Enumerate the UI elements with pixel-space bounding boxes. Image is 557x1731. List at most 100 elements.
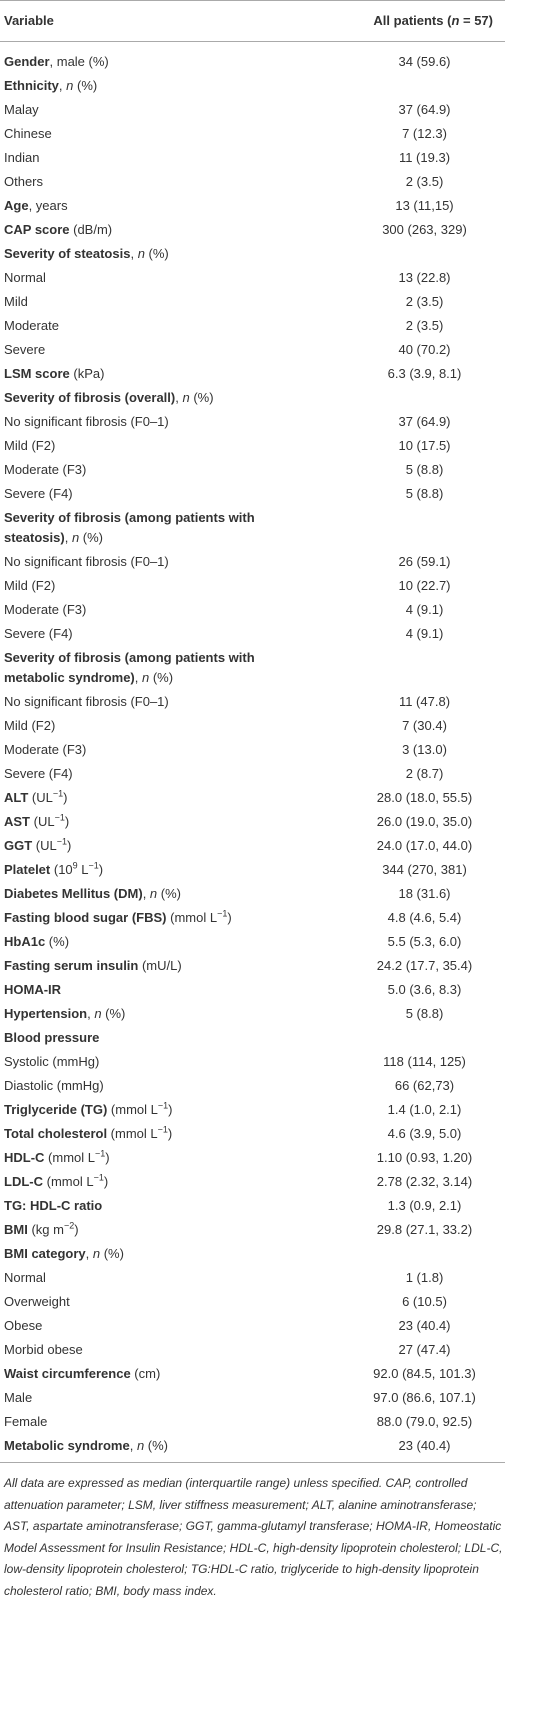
value-cell: 24.0 (17.0, 44.0) — [308, 834, 505, 858]
table-row: Overweight 6 (10.5) — [0, 1290, 505, 1314]
value-cell: 5.5 (5.3, 6.0) — [308, 930, 505, 954]
text-run: −1 — [157, 1100, 169, 1111]
text-run: (UL — [28, 790, 53, 805]
table-row: Waist circumference (cm) 92.0 (84.5, 101.… — [0, 1362, 505, 1386]
label-cell: No significant fibrosis (F0–1) — [0, 410, 308, 434]
table-row: Indian 11 (19.3) — [0, 146, 505, 170]
table-row: ALT (UL−1) 28.0 (18.0, 55.5) — [0, 786, 505, 810]
text-run: HDL-C — [4, 1150, 45, 1165]
table-body: Gender, male (%) 34 (59.6) Ethnicity, n (%… — [0, 42, 505, 1463]
text-run: GGT — [4, 838, 33, 853]
value-cell: 2 (3.5) — [308, 170, 505, 194]
text-run: LSM score — [4, 366, 70, 381]
value-cell: 97.0 (86.6, 107.1) — [308, 1386, 505, 1410]
label-cell: Waist circumference (cm) — [0, 1362, 308, 1386]
table-row: Moderate (F3) 4 (9.1) — [0, 598, 505, 622]
label-cell: Diabetes Mellitus (DM), n (%) — [0, 882, 308, 906]
text-run: Mild — [4, 294, 28, 309]
table-row: Diabetes Mellitus (DM), n (%) 18 (31.6) — [0, 882, 505, 906]
text-run: ) — [105, 1150, 110, 1165]
value-cell: 11 (47.8) — [308, 690, 505, 714]
value-text: 5 (8.8) — [405, 486, 444, 501]
label-cell: Moderate (F3) — [0, 598, 308, 622]
table-row: Morbid obese 27 (47.4) — [0, 1338, 505, 1362]
table-row: Moderate 2 (3.5) — [0, 314, 505, 338]
value-text: 11 (47.8) — [398, 694, 451, 709]
value-cell: 13 (22.8) — [308, 266, 505, 290]
text-run: ALT — [4, 790, 29, 805]
value-text: 27 (47.4) — [398, 1342, 451, 1357]
value-text: 11 (19.3) — [398, 150, 451, 165]
table-row: Hypertension, n (%) 5 (8.8) — [0, 1002, 505, 1026]
table-row: Mild (F2) 10 (17.5) — [0, 434, 505, 458]
table-row: Severe (F4) 4 (9.1) — [0, 622, 505, 646]
label-cell: Moderate — [0, 314, 308, 338]
header-cell: Variable — [0, 0, 308, 42]
label-cell: Female — [0, 1410, 308, 1434]
label-cell: Severe (F4) — [0, 622, 308, 646]
text-run: −1 — [93, 1172, 104, 1183]
value-cell: 300 (263, 329) — [308, 218, 505, 242]
value-text: 2.78 (2.32, 3.14) — [376, 1174, 473, 1189]
value-text: 2 (3.5) — [405, 318, 444, 333]
table-row: Severe (F4) 2 (8.7) — [0, 762, 505, 786]
text-run: (%) — [73, 78, 98, 93]
text-run: , — [64, 530, 72, 545]
table-row: GGT (UL−1) 24.0 (17.0, 44.0) — [0, 834, 505, 858]
text-run: BMI category — [4, 1246, 86, 1261]
label-cell: Mild (F2) — [0, 714, 308, 738]
text-run: Malay — [4, 102, 39, 117]
value-cell: 4.8 (4.6, 5.4) — [308, 906, 505, 930]
value-text: 24.0 (17.0, 44.0) — [376, 838, 473, 853]
text-run: (UL — [30, 814, 55, 829]
table-row: Mild 2 (3.5) — [0, 290, 505, 314]
value-text: 97.0 (86.6, 107.1) — [373, 1390, 476, 1405]
value-text: 4.6 (3.9, 5.0) — [387, 1126, 462, 1141]
label-cell: HbA1c (%) — [0, 930, 308, 954]
text-run: Severe — [4, 342, 46, 357]
value-cell — [308, 74, 505, 98]
value-text: 4.8 (4.6, 5.4) — [387, 910, 462, 925]
text-run: Indian — [4, 150, 40, 165]
text-run: n — [66, 78, 74, 93]
text-run: Severity of fibrosis (among patients wit… — [4, 510, 255, 545]
value-text: 344 (270, 381) — [382, 862, 467, 877]
text-run: n — [451, 13, 460, 28]
value-cell: 29.8 (27.1, 33.2) — [308, 1218, 505, 1242]
value-cell: 4.6 (3.9, 5.0) — [308, 1122, 505, 1146]
table-row: Fasting blood sugar (FBS) (mmol L−1) 4.8 … — [0, 906, 505, 930]
label-cell: No significant fibrosis (F0–1) — [0, 550, 308, 574]
value-cell: 40 (70.2) — [308, 338, 505, 362]
text-run: , — [87, 1006, 95, 1021]
table-row: Moderate (F3) 3 (13.0) — [0, 738, 505, 762]
text-run: n — [92, 1246, 101, 1261]
value-cell: 6.3 (3.9, 8.1) — [308, 362, 505, 386]
value-cell: 5 (8.8) — [308, 458, 505, 482]
text-run: , — [134, 670, 142, 685]
table-row: Triglyceride (TG) (mmol L−1) 1.4 (1.0, 2.… — [0, 1098, 505, 1122]
label-cell: Age, years — [0, 194, 308, 218]
text-run: Normal — [4, 270, 46, 285]
value-cell: 118 (114, 125) — [308, 1050, 505, 1074]
text-run: , male (%) — [49, 54, 109, 69]
text-run: ) — [103, 1174, 109, 1189]
text-run: (%) — [149, 670, 174, 685]
label-cell: Normal — [0, 1266, 308, 1290]
text-run: All patients ( — [373, 13, 452, 28]
value-cell: 10 (17.5) — [308, 434, 505, 458]
text-run: −1 — [52, 788, 64, 799]
label-cell: Severe (F4) — [0, 762, 308, 786]
label-cell: Malay — [0, 98, 308, 122]
text-run: (mmol L — [107, 1126, 158, 1141]
text-run: Severe (F4) — [4, 486, 73, 501]
label-cell: HOMA-IR — [0, 978, 308, 1002]
text-run: (%) — [45, 934, 70, 949]
text-run: n — [142, 670, 150, 685]
text-run: , years — [28, 198, 68, 213]
table-row: TG: HDL-C ratio 1.3 (0.9, 2.1) — [0, 1194, 505, 1218]
table-row: Normal 1 (1.8) — [0, 1266, 505, 1290]
value-cell: 23 (40.4) — [308, 1314, 505, 1338]
text-run: (mU/L) — [138, 958, 182, 973]
text-run: Systolic (mmHg) — [4, 1054, 100, 1069]
table-row: Mild (F2) 7 (30.4) — [0, 714, 505, 738]
